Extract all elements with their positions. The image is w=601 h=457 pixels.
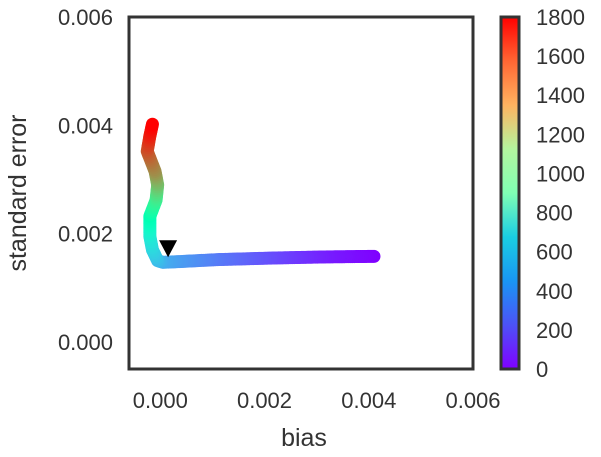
colorbar-tick-label: 800 [536,201,573,226]
x-tick-label: 0.002 [237,388,292,413]
down-triangle-marker [159,240,178,258]
plot-frame [127,15,475,371]
x-axis-label: bias [281,424,327,452]
data-points [140,117,381,269]
y-axis-ticks: 0.000 0.002 0.004 0.006 [58,5,113,355]
y-tick-label: 0.006 [58,5,113,30]
y-tick-label: 0.002 [58,222,113,247]
colorbar-tick-label: 1400 [536,83,585,108]
marker-layer [159,240,178,258]
colorbar-tick-label: 1200 [536,122,585,147]
data-point [145,117,159,131]
x-axis-ticks: 0.000 0.002 0.004 0.006 [133,388,501,413]
colorbar-tick-label: 1800 [536,5,585,30]
y-axis-label: standard error [4,114,32,271]
y-tick-label: 0.004 [58,113,113,138]
colorbar-tick-label: 0 [536,357,548,382]
x-tick-label: 0.000 [133,388,188,413]
x-tick-label: 0.006 [445,388,500,413]
colorbar-tick-label: 1600 [536,44,585,69]
colorbar-tick-label: 200 [536,318,573,343]
x-tick-label: 0.004 [341,388,396,413]
colorbar-tick-label: 1000 [536,161,585,186]
colorbar-gradient [501,17,519,369]
colorbar-tick-label: 600 [536,240,573,265]
colorbar-tick-label: 400 [536,279,573,304]
colorbar-frame [499,15,521,371]
y-tick-label: 0.000 [58,330,113,355]
colorbar-ticks: 0 200 400 600 800 1000 1200 1400 1600 1800 [536,5,585,382]
